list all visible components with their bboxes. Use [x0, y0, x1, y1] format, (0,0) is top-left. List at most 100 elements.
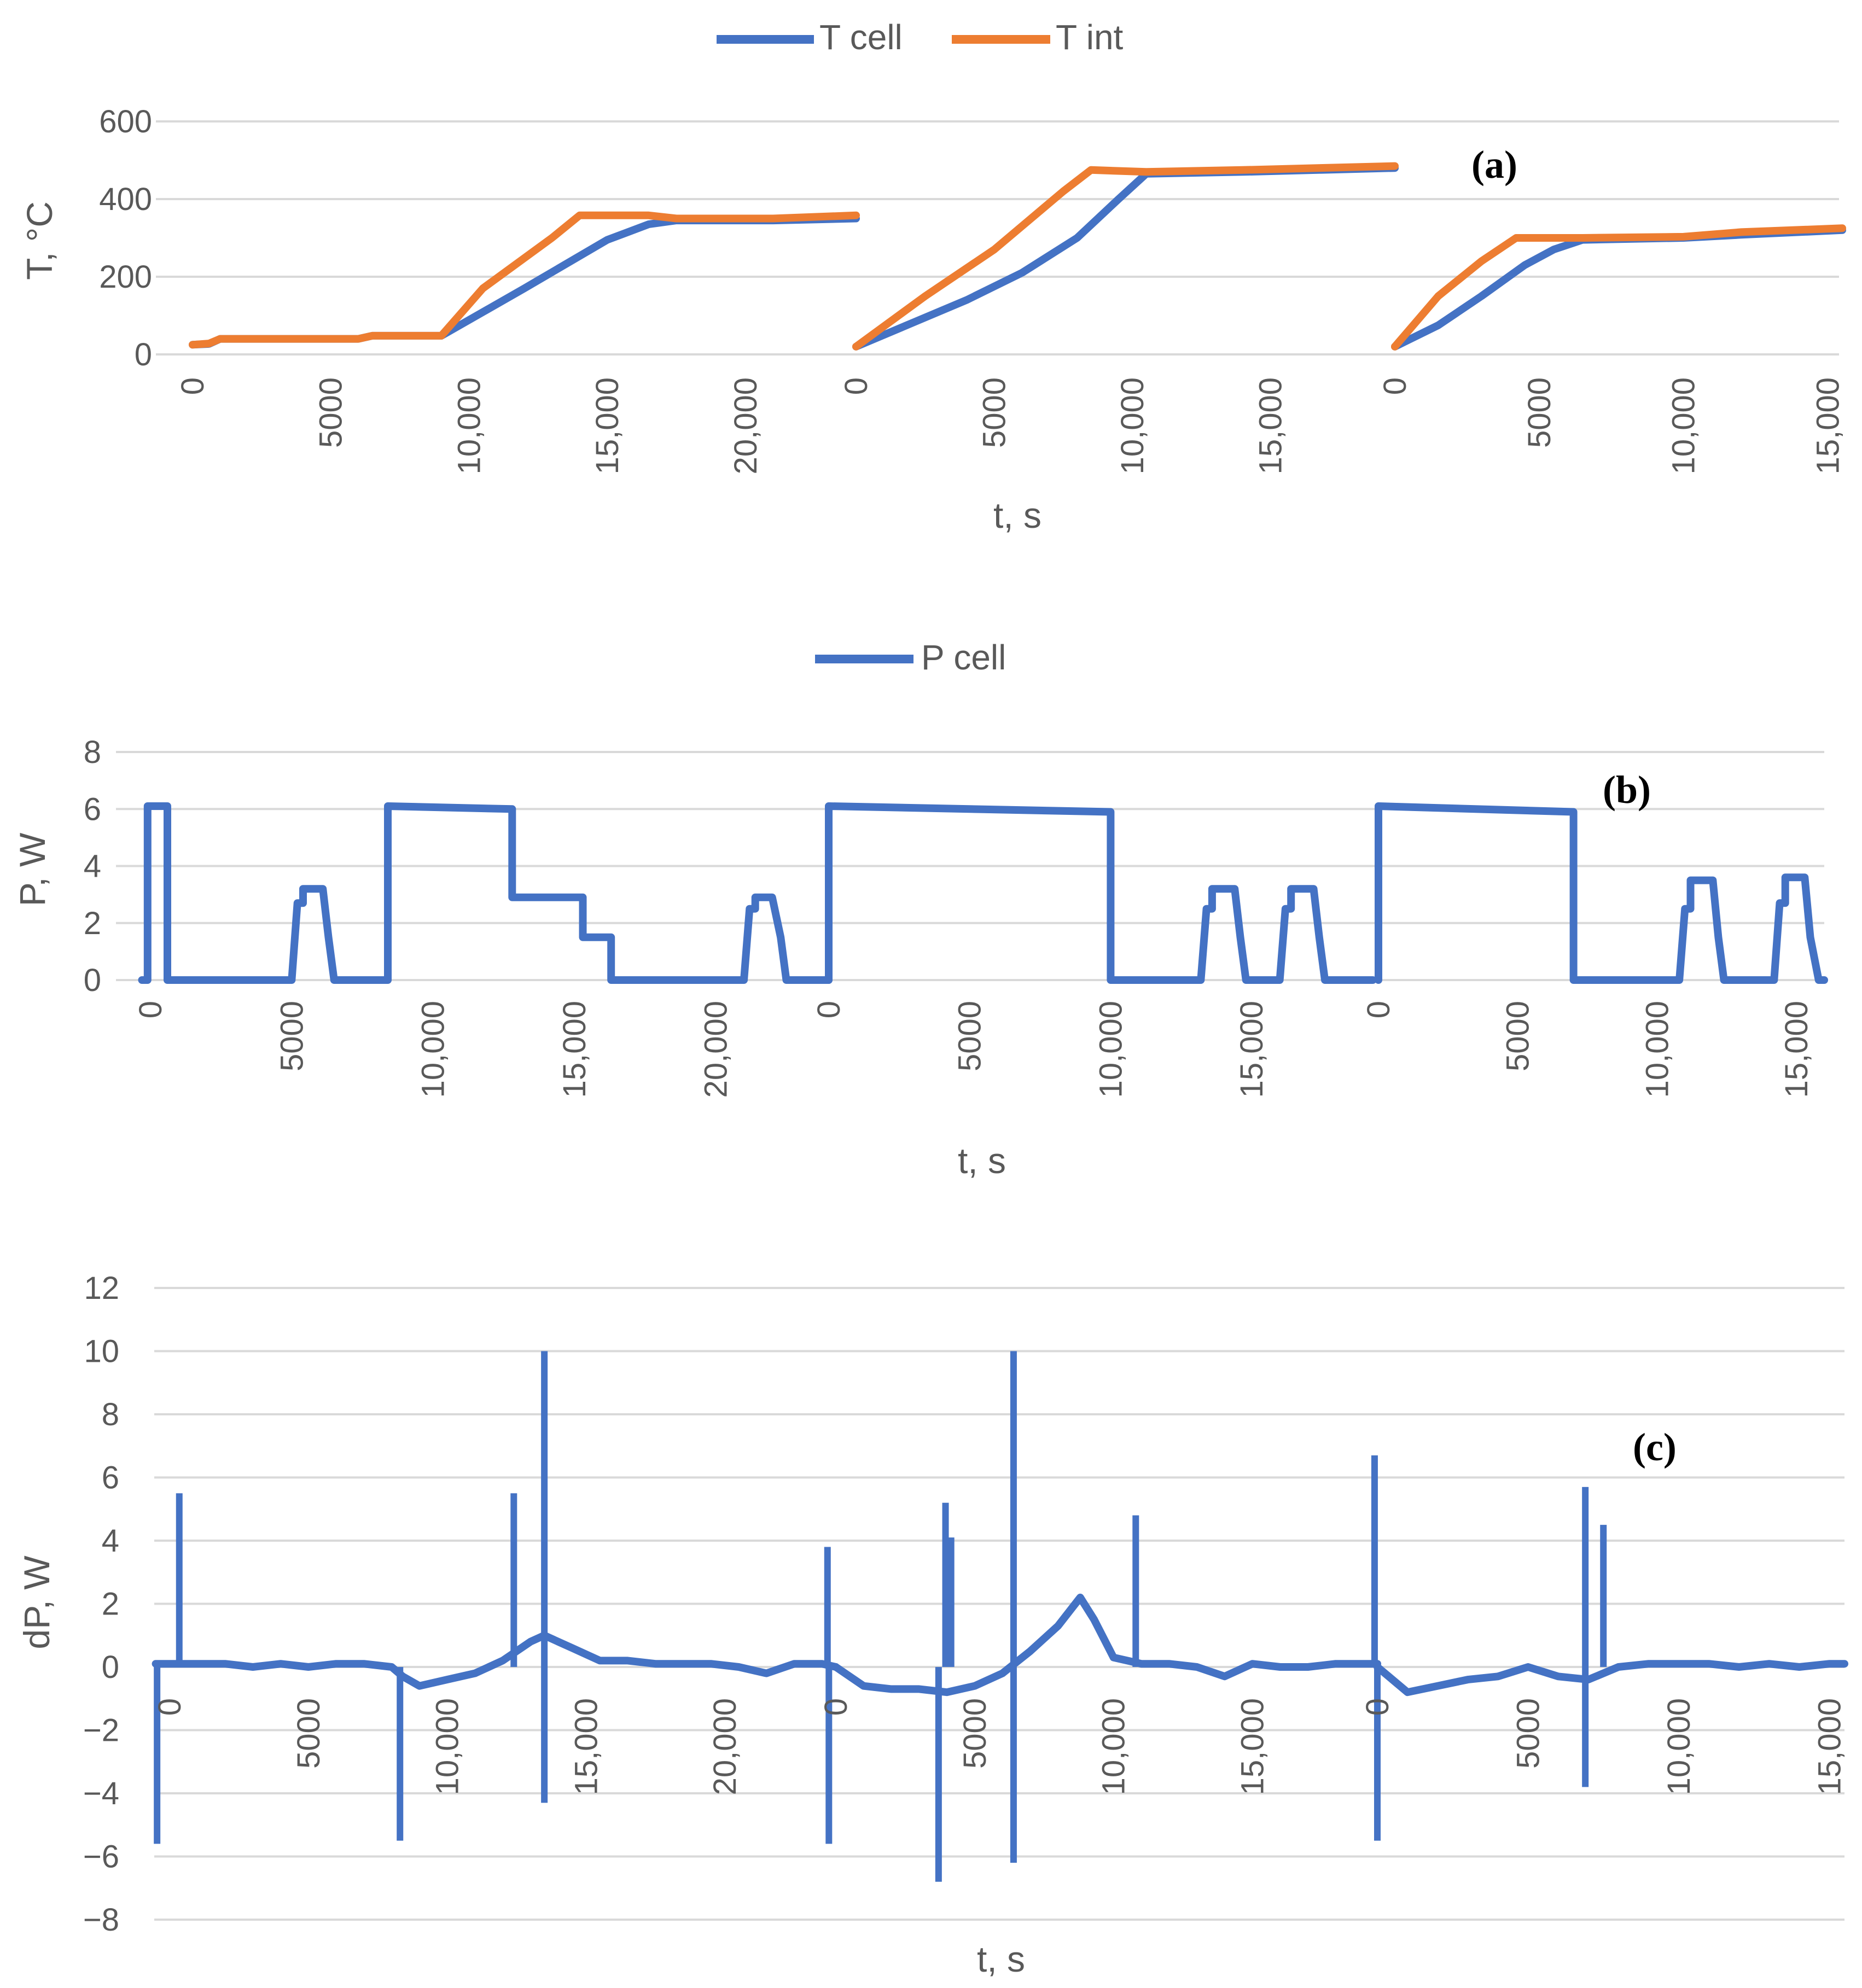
legend-b: P cell — [815, 638, 1006, 677]
y-tick-label-c-3: −2 — [83, 1713, 119, 1748]
series-line-c-dp-0 — [152, 1631, 840, 1690]
yticks-a: 0 200 400 600 — [99, 104, 152, 372]
xticks-c: 0 5000 10,000 15,000 20,000 0 5000 10,000 15,000… — [152, 1698, 1847, 1795]
series-line-b-p-cell-2 — [1375, 802, 1828, 984]
x-tick-label-b-1-1: 5000 — [952, 1001, 988, 1071]
y-tick-label-b-4: 8 — [84, 734, 101, 770]
x-tick-label-b-2-1: 5000 — [1500, 1001, 1536, 1071]
series-line-c-dp-1 — [832, 1593, 1381, 1696]
x-tick-label-a-1-1: 5000 — [977, 377, 1013, 448]
series-line-b-p-cell-0 — [138, 802, 833, 984]
series-a — [189, 162, 1846, 351]
y-tick-label-b-1: 2 — [84, 906, 101, 941]
x-tick-label-c-1-0: 0 — [818, 1698, 854, 1716]
x-tick-label-c-2-2: 10,000 — [1661, 1698, 1697, 1795]
x-tick-label-a-0-3: 15,000 — [590, 377, 625, 474]
x-tick-label-a-0-4: 20,000 — [728, 377, 764, 474]
y-tick-label-b-3: 6 — [84, 791, 101, 827]
y-tick-label-c-10: 12 — [84, 1270, 119, 1306]
series-line-c-dp-2 — [1374, 1660, 1848, 1696]
x-tick-label-a-2-1: 5000 — [1522, 377, 1557, 448]
x-tick-label-a-1-3: 15,000 — [1253, 377, 1289, 474]
x-tick-label-a-0-0: 0 — [175, 377, 211, 395]
series-line-a-t-int-1 — [852, 162, 1399, 351]
y-tick-label-c-6: 4 — [102, 1523, 119, 1559]
y-tick-label-c-7: 6 — [102, 1460, 119, 1496]
x-tick-label-a-2-2: 10,000 — [1666, 377, 1702, 474]
grid-b — [116, 751, 1824, 981]
x-tick-label-b-2-3: 15,000 — [1779, 1001, 1814, 1098]
legend-label-t-cell: T cell — [819, 18, 903, 57]
x-tick-label-c-2-3: 15,000 — [1812, 1698, 1847, 1795]
x-tick-label-c-1-2: 10,000 — [1096, 1698, 1132, 1795]
panel-label-a: (a) — [1471, 143, 1517, 186]
y-tick-label-c-2: −4 — [83, 1776, 119, 1811]
series-line-a-t-cell-0 — [189, 214, 860, 349]
series-b — [138, 802, 1828, 984]
y-tick-label-c-0: −8 — [83, 1902, 119, 1938]
y-tick-label-c-5: 2 — [102, 1587, 119, 1622]
chart-a: T cell T int 0 200 400 600 0 5000 10,000 15,00… — [19, 18, 1846, 535]
x-tick-label-c-1-1: 5000 — [957, 1698, 993, 1769]
grid-a — [156, 120, 1839, 355]
y-tick-label-a-3: 600 — [99, 104, 152, 139]
y-tick-label-c-8: 8 — [102, 1397, 119, 1432]
x-axis-label-a: t, s — [993, 495, 1041, 535]
y-tick-label-c-1: −6 — [83, 1839, 119, 1875]
yticks-b: 0 2 4 6 8 — [84, 734, 101, 998]
x-tick-label-b-0-1: 5000 — [274, 1001, 310, 1071]
x-tick-label-b-0-2: 10,000 — [416, 1001, 451, 1098]
x-tick-label-b-2-0: 0 — [1361, 1001, 1396, 1018]
xticks-b: 0 5000 10,000 15,000 20,000 0 5000 10,000 15,000… — [133, 1001, 1814, 1098]
chart-b: P cell 0 2 4 6 8 0 5000 10,000 15,000 20,000 0 500… — [12, 638, 1828, 1181]
yticks-c: −8 −6 −4 −2 0 2 4 6 8 10 12 — [83, 1270, 119, 1938]
y-tick-label-b-2: 4 — [84, 849, 101, 884]
x-tick-label-c-0-4: 20,000 — [707, 1698, 743, 1795]
y-tick-label-c-4: 0 — [102, 1649, 119, 1685]
x-tick-label-b-1-0: 0 — [811, 1001, 847, 1018]
x-tick-label-a-2-3: 15,000 — [1811, 377, 1846, 474]
legend-label-t-int: T int — [1056, 18, 1124, 57]
x-tick-label-c-1-3: 15,000 — [1235, 1698, 1271, 1795]
x-tick-label-c-2-1: 5000 — [1510, 1698, 1546, 1769]
y-tick-label-b-0: 0 — [84, 963, 101, 998]
series-line-a-t-cell-2 — [1391, 226, 1846, 351]
y-tick-label-a-0: 0 — [135, 337, 152, 372]
y-tick-label-a-2: 400 — [99, 182, 152, 217]
chart-c: −8 −6 −4 −2 0 2 4 6 8 10 12 0 5000 10,000 15,000 20,00… — [16, 1270, 1848, 1979]
x-tick-label-b-1-3: 15,000 — [1234, 1001, 1270, 1098]
x-tick-label-b-2-2: 10,000 — [1639, 1001, 1675, 1098]
x-axis-label-c: t, s — [977, 1939, 1025, 1979]
series-line-b-p-cell-1 — [825, 802, 1377, 984]
series-c — [152, 1351, 1848, 1882]
x-tick-label-a-2-0: 0 — [1377, 377, 1413, 395]
y-axis-label-b: P, W — [12, 832, 53, 906]
x-tick-label-b-0-0: 0 — [133, 1001, 168, 1018]
y-tick-label-a-1: 200 — [99, 259, 152, 295]
x-tick-label-b-0-3: 15,000 — [557, 1001, 592, 1098]
x-tick-label-c-0-3: 15,000 — [568, 1698, 604, 1795]
x-tick-label-a-0-2: 10,000 — [451, 377, 487, 474]
y-axis-label-a: T, °C — [19, 201, 60, 280]
series-line-a-t-cell-1 — [852, 164, 1399, 351]
x-tick-label-a-1-2: 10,000 — [1115, 377, 1150, 474]
legend-label-p-cell: P cell — [921, 638, 1006, 677]
panel-label-b: (b) — [1603, 768, 1651, 812]
legend-a: T cell T int — [717, 18, 1124, 57]
grid-c — [154, 1287, 1844, 1921]
x-tick-label-b-0-4: 20,000 — [698, 1001, 734, 1098]
series-line-a-t-int-2 — [1391, 224, 1846, 351]
y-tick-label-c-9: 10 — [84, 1334, 119, 1369]
x-tick-label-c-0-2: 10,000 — [430, 1698, 465, 1795]
x-tick-label-a-1-0: 0 — [839, 377, 874, 395]
x-axis-label-b: t, s — [958, 1140, 1006, 1181]
x-tick-label-c-0-0: 0 — [152, 1698, 188, 1716]
x-tick-label-c-2-0: 0 — [1360, 1698, 1395, 1716]
y-axis-label-c: dP, W — [16, 1555, 57, 1649]
xticks-a: 0 5000 10,000 15,000 20,000 0 5000 10,000 15,000… — [175, 377, 1846, 474]
x-tick-label-a-0-1: 5000 — [313, 377, 349, 448]
panel-label-c: (c) — [1633, 1425, 1677, 1469]
series-line-a-t-int-0 — [189, 211, 860, 349]
x-tick-label-b-1-2: 10,000 — [1093, 1001, 1128, 1098]
